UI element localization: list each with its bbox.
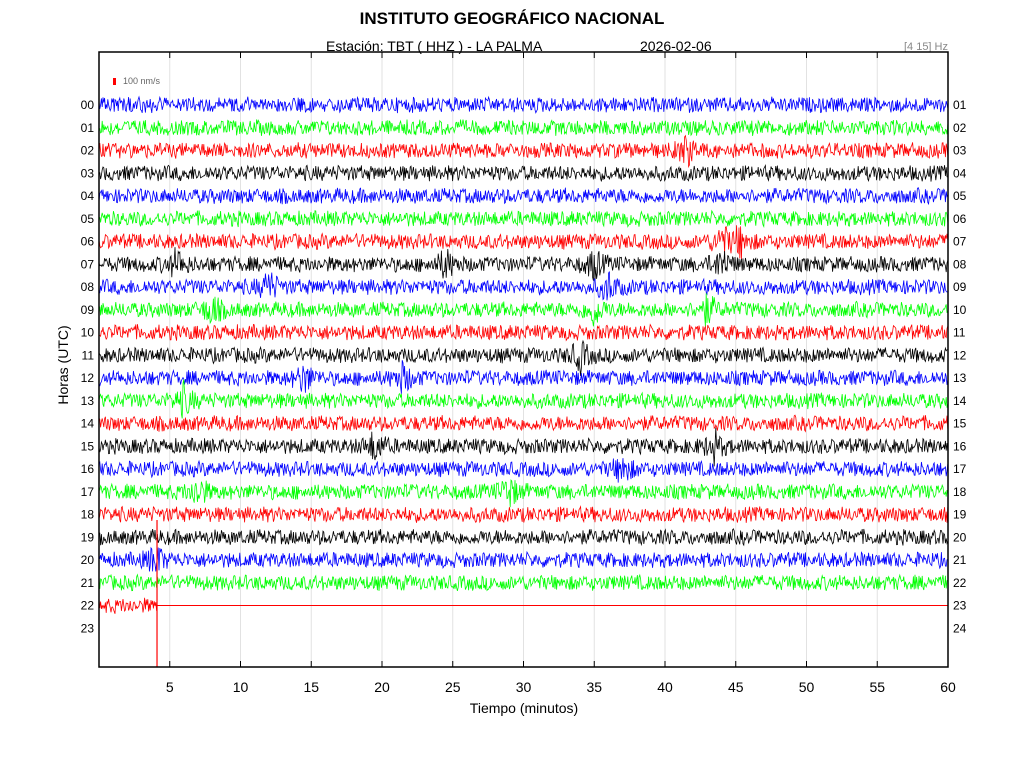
hour-trace [98,360,949,394]
scale-label: 100 nm/s [123,76,161,86]
x-tick-label: 10 [233,679,249,695]
axis-tick-labels: 00 01 02 03 04 05 06 07 08 09 10 11 12 13 14 15 16 17 18 19… [81,98,967,695]
hour-label-left: 23 [81,621,95,635]
hour-trace [98,323,949,342]
hour-label-left: 15 [81,439,95,453]
hour-label-right: 03 [953,144,967,158]
hour-label-right: 01 [953,98,967,112]
hour-label-right: 16 [953,439,967,453]
x-tick-label: 20 [374,679,390,695]
hour-trace [98,458,949,483]
hour-trace [98,414,949,433]
hour-label-left: 17 [81,485,95,499]
hour-traces [98,95,949,667]
y-axis-label: Horas (UTC) [55,325,71,405]
date-label: 2026-02-06 [640,38,712,54]
hour-label-right: 12 [953,348,967,362]
x-tick-label: 50 [799,679,815,695]
x-tick-label: 30 [516,679,532,695]
hour-label-right: 05 [953,189,967,203]
x-tick-label: 40 [657,679,673,695]
hour-label-right: 21 [953,553,967,567]
hour-trace [98,247,949,281]
axis-ticks [169,52,949,667]
hour-trace [98,225,949,260]
hour-trace [98,339,948,377]
hour-trace [98,163,948,182]
scale-bar-icon [113,78,116,85]
x-axis-label: Tiempo (minutos) [469,700,579,716]
hour-label-right: 13 [953,371,967,385]
hour-label-left: 20 [81,553,95,567]
hour-label-left: 18 [81,508,95,522]
plot-frame [98,51,949,668]
hour-trace [98,187,949,206]
hour-label-right: 23 [953,599,967,613]
hour-label-left: 02 [81,144,95,158]
hour-label-right: 20 [953,530,967,544]
hour-trace [98,271,948,301]
hour-label-left: 22 [81,599,95,613]
hour-trace [98,573,948,592]
hour-label-right: 08 [953,257,967,271]
hour-trace [98,597,157,614]
hour-label-right: 02 [953,121,967,135]
hour-label-right: 17 [953,462,967,476]
hour-trace [98,546,948,572]
hour-label-left: 13 [81,394,95,408]
hour-label-left: 14 [81,417,95,431]
hour-trace [98,209,949,229]
hour-label-right: 09 [953,280,967,294]
hour-label-right: 10 [953,303,967,317]
hour-trace [98,427,949,467]
page-title: INSTITUTO GEOGRÁFICO NACIONAL [359,9,665,28]
hour-trace [98,379,949,419]
hour-label-left: 09 [81,303,95,317]
hour-trace [98,479,949,508]
hour-label-right: 11 [953,326,966,340]
station-label: Estación: TBT ( HHZ ) - LA PALMA [326,38,543,54]
hour-trace [98,134,949,169]
hour-label-left: 06 [81,235,95,249]
hour-label-left: 10 [81,326,95,340]
hour-label-left: 08 [81,280,95,294]
hour-trace [98,505,949,524]
hour-trace [98,528,949,547]
hour-label-right: 04 [953,166,967,180]
hour-trace [98,95,949,114]
hour-label-right: 06 [953,212,967,226]
hour-label-left: 12 [81,371,95,385]
x-tick-label: 45 [728,679,744,695]
x-tick-label: 5 [166,679,174,695]
hour-label-right: 18 [953,485,967,499]
hour-label-left: 16 [81,462,95,476]
hour-label-left: 19 [81,530,95,544]
hour-label-right: 19 [953,508,967,522]
x-tick-label: 60 [940,679,956,695]
hour-label-right: 24 [953,621,967,635]
hour-label-right: 22 [953,576,967,590]
hour-label-left: 01 [81,121,95,135]
x-tick-label: 55 [869,679,885,695]
hour-label-left: 00 [81,98,95,112]
hour-label-left: 07 [81,257,95,271]
hour-label-right: 07 [953,235,967,249]
hour-label-left: 05 [81,212,95,226]
x-tick-label: 15 [303,679,319,695]
hour-label-left: 04 [81,189,95,203]
filter-band-label: [4 15] Hz [903,41,948,53]
hour-label-left: 11 [82,348,95,362]
hour-trace [98,293,949,327]
x-tick-label: 35 [586,679,602,695]
amplitude-scale-legend: 100 nm/s [113,76,160,86]
x-tick-label: 25 [445,679,461,695]
hour-label-right: 15 [953,417,967,431]
hour-label-left: 21 [81,576,95,590]
hour-trace [98,119,949,137]
hour-label-left: 03 [81,166,95,180]
hour-label-right: 14 [953,394,967,408]
